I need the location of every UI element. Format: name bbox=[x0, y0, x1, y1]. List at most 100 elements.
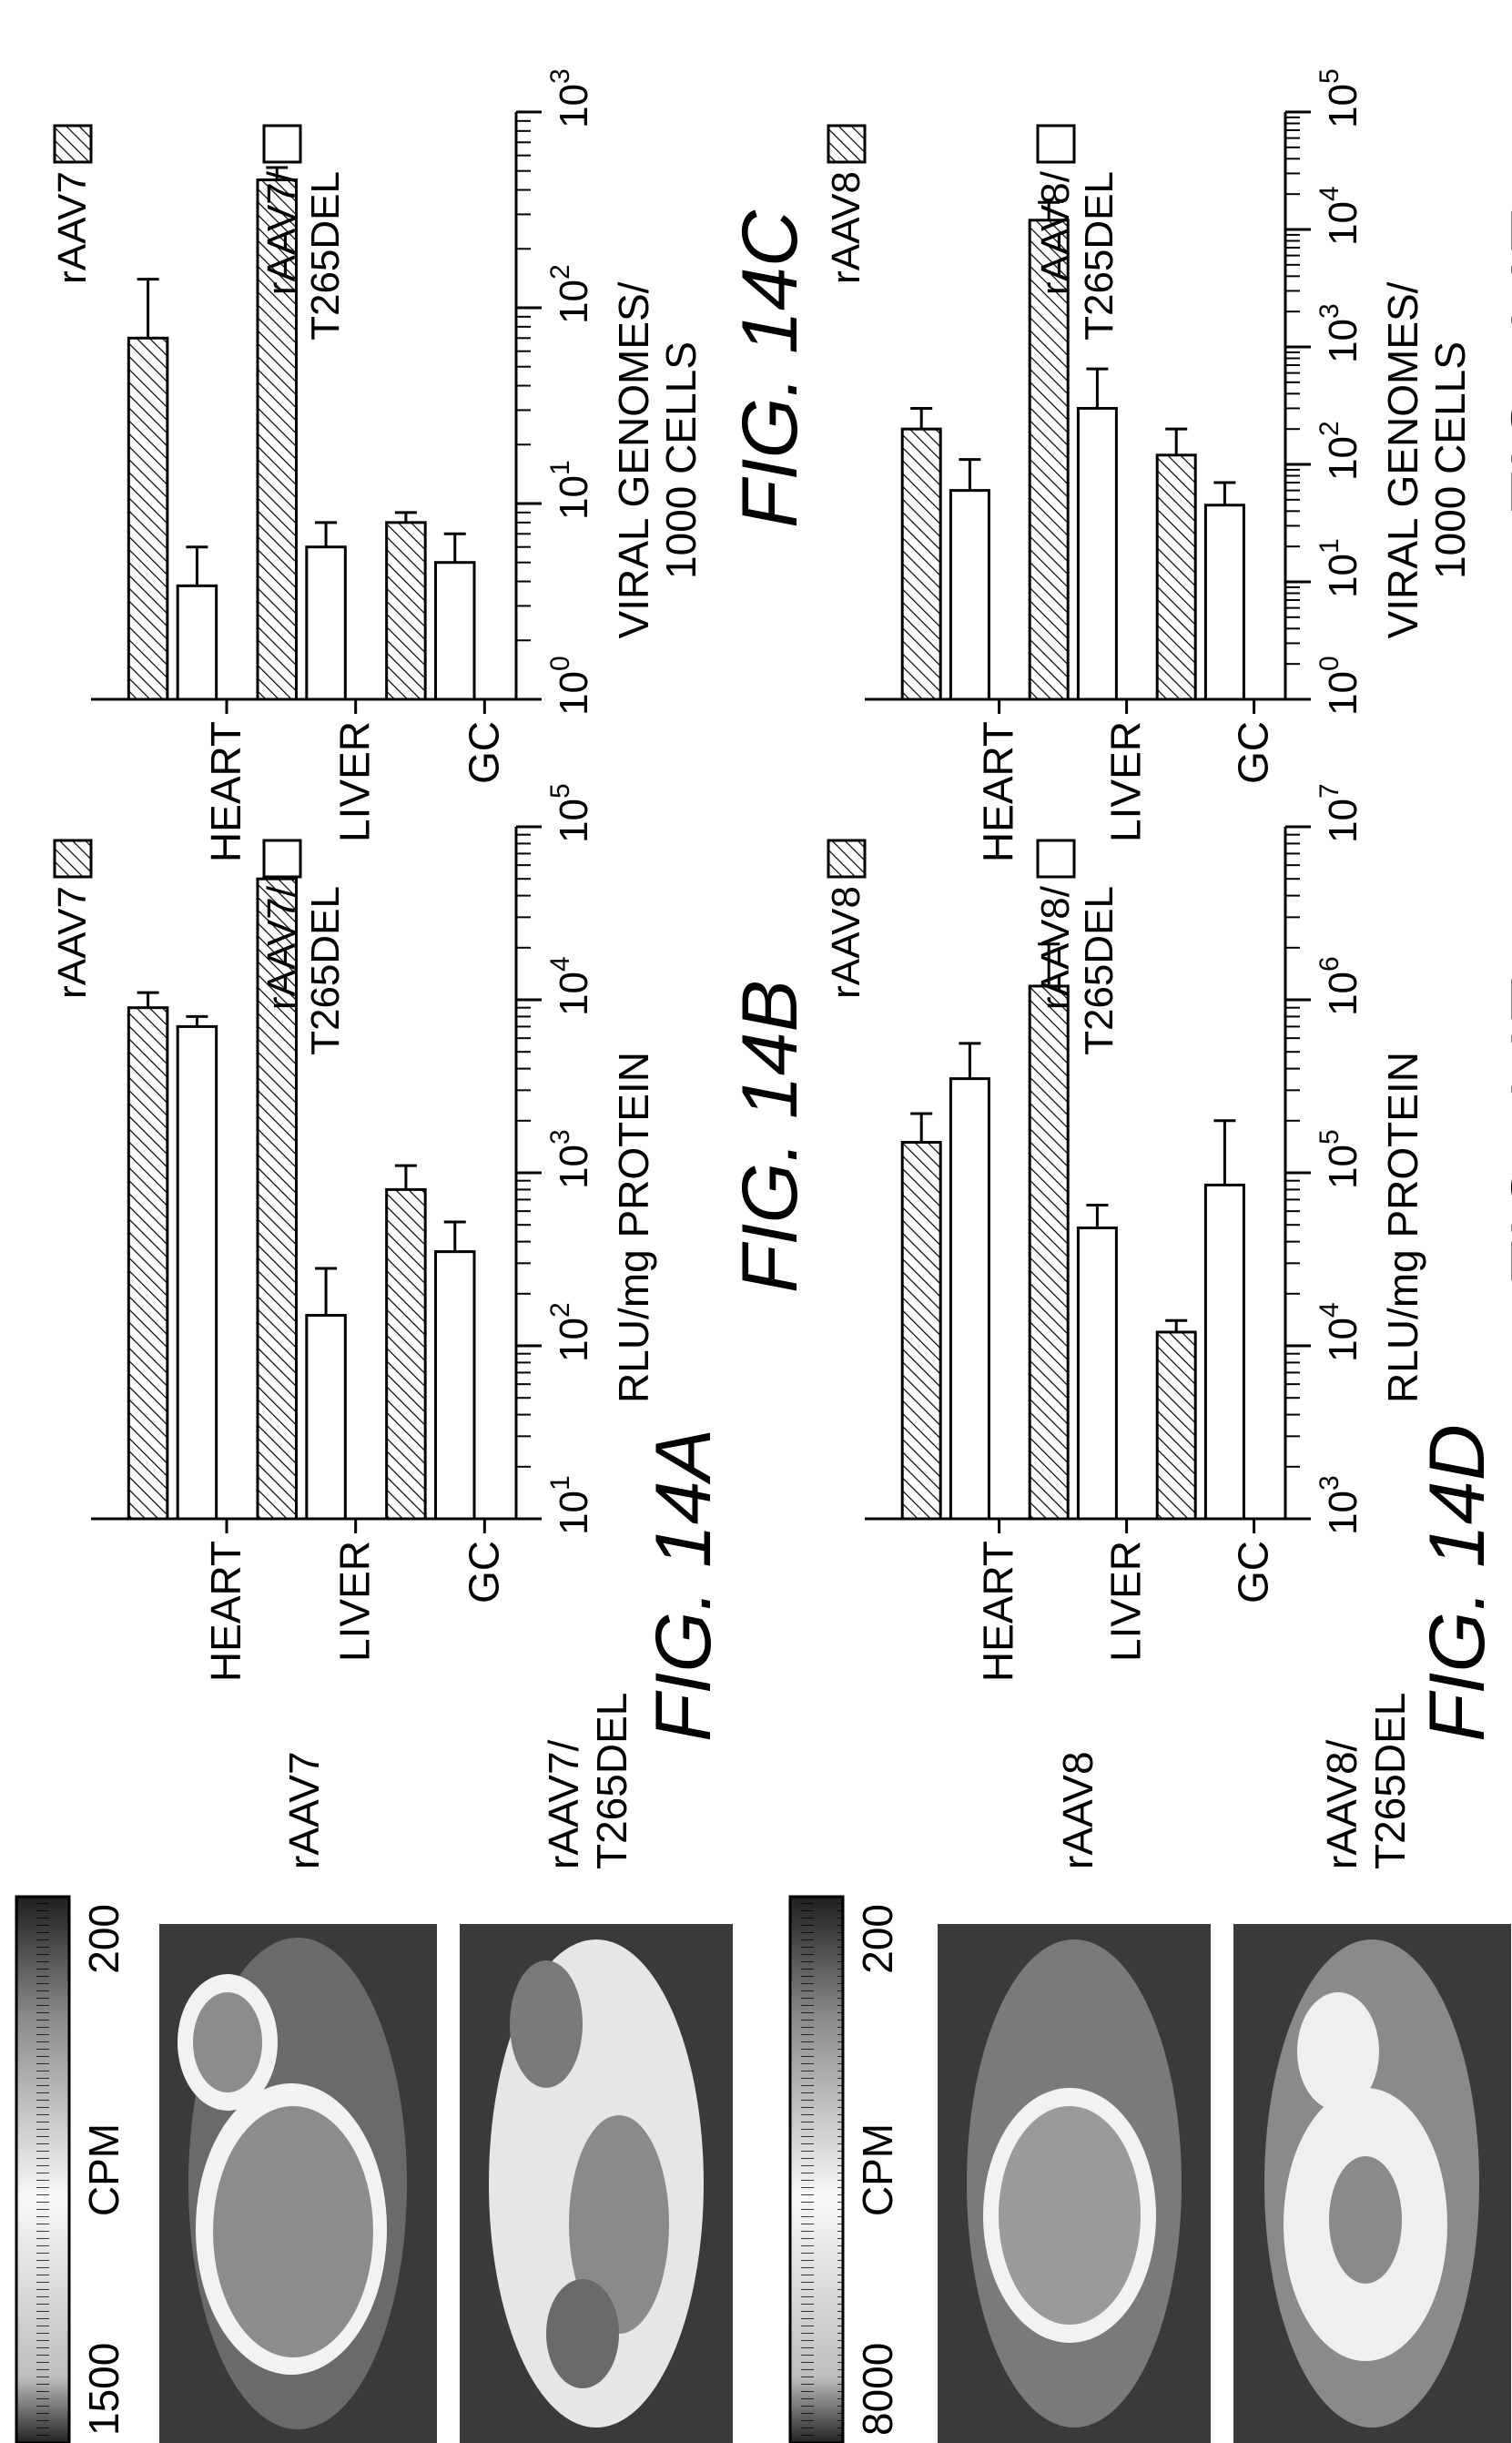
colorbar-max-label: 1500 bbox=[80, 2343, 127, 2436]
category-label: LIVER bbox=[1102, 721, 1150, 842]
bar-14E-liver-wt bbox=[1028, 984, 1070, 1521]
category-label: HEART bbox=[975, 721, 1022, 862]
bar-14F-heart-wt bbox=[900, 427, 942, 701]
tick-label: 102 bbox=[545, 264, 596, 324]
caption-14F: FIG. 14F bbox=[1496, 210, 1512, 524]
tick-label: 107 bbox=[1314, 783, 1365, 843]
category-label: LIVER bbox=[331, 1541, 379, 1662]
bar-14E-liver-del bbox=[1076, 1227, 1118, 1521]
image-label-rAAV8-T265DEL-line2: T265DEL bbox=[1366, 1693, 1414, 1869]
mouse-image-rAAV8 bbox=[938, 1924, 1211, 2443]
bar-charts: 105 104 103 102 101 RLU/mg PROTEIN HEART LIVER G… bbox=[50, 68, 1512, 1682]
bar-14F-heart-del bbox=[949, 489, 990, 701]
liver-signal bbox=[213, 2106, 373, 2357]
caption-14E: FIG. 14E bbox=[1496, 978, 1512, 1293]
tick-label: 106 bbox=[1314, 956, 1365, 1016]
tick-label: 101 bbox=[545, 460, 596, 520]
colorbar-ticks bbox=[16, 1897, 69, 2443]
bar-14B-gc-wt bbox=[385, 1187, 427, 1521]
colorbar-14A: 1500 CPM 200 bbox=[15, 1895, 127, 2443]
chart-14F: 105 104 103 102 101 100 VIRAL GENOMES/1000 CEL… bbox=[824, 68, 1512, 862]
legend-label: T265DEL bbox=[303, 886, 348, 1055]
panel-14A: 1500 CPM 200 rAAV7 rAAV7/ T265DEL FIG. 1… bbox=[15, 1429, 733, 2443]
category-label: GC bbox=[460, 1541, 507, 1603]
tick-label: 104 bbox=[1314, 1302, 1365, 1362]
category-label: LIVER bbox=[1102, 1541, 1150, 1662]
legend-label: T265DEL bbox=[1077, 171, 1121, 341]
image-label-rAAV8-T265DEL-line1: rAAV8/ bbox=[1318, 1739, 1365, 1869]
tail-signal bbox=[546, 2279, 619, 2388]
bar-14C-liver-del bbox=[305, 545, 347, 701]
legend-label: rAAV7/ bbox=[259, 885, 304, 1010]
bar-14C-gc-wt bbox=[385, 521, 427, 701]
axis-label: VIRAL GENOMES/ bbox=[610, 281, 657, 638]
caption-14A: FIG. 14A bbox=[640, 1429, 727, 1742]
tick-label: 104 bbox=[545, 956, 596, 1016]
tick-label: 105 bbox=[545, 783, 596, 843]
chart-14B: 105 104 103 102 101 RLU/mg PROTEIN HEART LIVER G… bbox=[50, 783, 814, 1682]
legend-swatch bbox=[53, 839, 93, 879]
bar-14B-gc-del bbox=[434, 1250, 476, 1521]
colorbar-max-label: 8000 bbox=[854, 2343, 901, 2436]
tick-label: 101 bbox=[545, 1475, 596, 1535]
axis-label: RLU/mg PROTEIN bbox=[610, 1052, 657, 1403]
mouse-image-rAAV7-T265DEL bbox=[460, 1924, 733, 2443]
legend-label: rAAV8/ bbox=[1033, 885, 1078, 1010]
colorbar-14D: 8000 CPM 200 bbox=[788, 1895, 901, 2443]
head-signal bbox=[510, 1960, 583, 2088]
heart-signal bbox=[1297, 1992, 1379, 2111]
legend-label: T265DEL bbox=[1077, 886, 1121, 1055]
category-label: LIVER bbox=[331, 721, 379, 842]
legend-swatch bbox=[53, 124, 93, 164]
bar-14F-gc-wt bbox=[1155, 453, 1197, 701]
heart-signal bbox=[193, 1992, 262, 2092]
tick-label: 102 bbox=[545, 1302, 596, 1362]
panel-14D: 8000 CPM 200 rAAV8 rAAV8/ T265DEL bbox=[788, 1693, 1511, 2443]
legend-label: rAAV8 bbox=[824, 171, 868, 284]
bar-14C-heart-wt bbox=[127, 336, 169, 701]
tick-label: 104 bbox=[1314, 186, 1365, 246]
bar-14B-heart-wt bbox=[127, 1006, 169, 1521]
category-label: GC bbox=[460, 721, 507, 784]
caption-14C: FIG. 14C bbox=[726, 209, 814, 528]
category-label: HEART bbox=[202, 721, 249, 862]
chart-14C: 103 102 101 100 VIRAL GENOMES/1000 CELLS HEAR… bbox=[50, 68, 814, 862]
legend-label: T265DEL bbox=[303, 171, 348, 341]
category-label: HEART bbox=[202, 1541, 249, 1682]
axis-label: RLU/mg PROTEIN bbox=[1379, 1052, 1426, 1403]
image-label-rAAV7-T265DEL-line2: T265DEL bbox=[588, 1693, 635, 1869]
liver-core bbox=[1329, 2156, 1402, 2284]
bar-14B-heart-del bbox=[176, 1024, 218, 1521]
legend-label: rAAV8/ bbox=[1033, 170, 1078, 295]
bar-14C-heart-del bbox=[176, 584, 218, 701]
legend-swatch bbox=[827, 839, 867, 879]
tick-label: 103 bbox=[1314, 1475, 1365, 1535]
tick-label: 102 bbox=[1314, 421, 1365, 481]
category-label: GC bbox=[1230, 721, 1277, 784]
legend-label: rAAV7 bbox=[50, 171, 95, 284]
bar-14E-heart-wt bbox=[900, 1141, 942, 1521]
legend-swatch bbox=[827, 124, 867, 164]
legend-label: rAAV8 bbox=[824, 886, 868, 999]
tick-label: 105 bbox=[1314, 1129, 1365, 1189]
tick-label: 101 bbox=[1314, 538, 1365, 598]
chart-14E: 107 106 105 104 103 RLU/mg PROTEIN HEART LIVER G… bbox=[824, 783, 1512, 1682]
legend-label: rAAV7/ bbox=[259, 170, 304, 295]
bar-14E-heart-del bbox=[949, 1077, 990, 1521]
legend-swatch bbox=[1036, 839, 1076, 879]
category-label: HEART bbox=[975, 1541, 1022, 1682]
tick-label: 103 bbox=[545, 68, 596, 128]
bar-14B-liver-del bbox=[305, 1314, 347, 1521]
liver-signal bbox=[999, 2106, 1141, 2325]
axis-label: 1000 CELLS bbox=[1426, 341, 1474, 579]
legend-swatch bbox=[262, 124, 302, 164]
liver-signal bbox=[569, 2115, 669, 2334]
bar-14F-liver-del bbox=[1076, 406, 1118, 701]
tick-label: 103 bbox=[545, 1129, 596, 1189]
image-label-rAAV7: rAAV7 bbox=[280, 1751, 328, 1869]
image-label-rAAV8: rAAV8 bbox=[1054, 1751, 1101, 1869]
colorbar-ticks bbox=[790, 1897, 843, 2443]
tick-label: 100 bbox=[545, 656, 596, 716]
